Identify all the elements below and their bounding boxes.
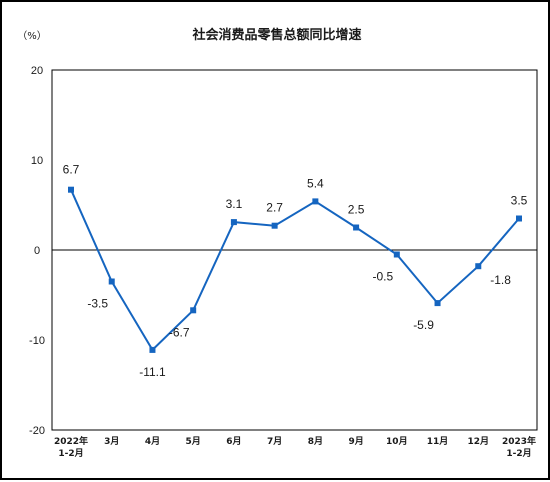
data-label: 3.5 — [511, 194, 528, 208]
x-tick-label: 2022年 1-2月 — [54, 435, 88, 459]
data-point-marker — [108, 278, 115, 285]
y-unit-label: （%） — [17, 30, 47, 42]
data-point-marker — [393, 251, 400, 258]
data-label: 2.5 — [348, 203, 365, 217]
x-tick-label: 12月 — [468, 436, 490, 447]
x-tick-line: 1-2月 — [506, 448, 531, 459]
x-tick-label: 8月 — [308, 436, 323, 447]
y-tick-label: 0 — [34, 245, 40, 257]
data-point-marker — [68, 186, 74, 193]
x-tick-label: 10月 — [386, 436, 408, 447]
x-tick-line: 6月 — [226, 436, 241, 447]
x-tick-line: 10月 — [386, 436, 408, 447]
x-tick-line: 2023年 — [502, 435, 536, 447]
data-label: 2.7 — [266, 201, 283, 215]
data-point-marker — [475, 263, 482, 270]
x-tick-label: 2023年 1-2月 — [502, 435, 536, 459]
x-tick-line: 7月 — [267, 436, 282, 447]
series-markers — [68, 186, 522, 353]
x-tick-line: 9月 — [348, 436, 363, 447]
y-axis-ticks: 20 10 0 -10 -20 — [29, 65, 45, 437]
data-label: -0.5 — [372, 270, 393, 284]
x-tick-line: 2022年 — [54, 435, 88, 447]
data-label: -5.9 — [413, 318, 434, 332]
data-label: 5.4 — [307, 176, 324, 190]
x-tick-line: 3月 — [104, 436, 119, 447]
chart-title: 社会消费品零售总额同比增速 — [191, 27, 361, 43]
data-label: -6.7 — [169, 325, 190, 339]
x-tick-label: 9月 — [348, 436, 363, 447]
data-label: -3.5 — [87, 297, 108, 311]
data-label: -11.1 — [139, 365, 166, 379]
data-point-marker — [190, 307, 197, 314]
x-tick-label: 4月 — [145, 436, 160, 447]
x-tick-line: 4月 — [145, 436, 160, 447]
x-tick-label: 5月 — [186, 436, 201, 447]
y-tick-label: -10 — [29, 335, 45, 347]
data-label: -1.8 — [490, 273, 511, 287]
x-tick-line: 11月 — [427, 436, 449, 447]
x-tick-label: 11月 — [427, 436, 449, 447]
x-tick-line: 8月 — [308, 436, 323, 447]
x-tick-line: 12月 — [468, 436, 490, 447]
data-point-marker — [312, 198, 319, 205]
y-tick-label: 20 — [31, 65, 43, 77]
data-point-marker — [516, 215, 522, 222]
x-tick-line: 5月 — [186, 436, 201, 447]
data-label: 6.7 — [63, 163, 80, 177]
data-point-marker — [230, 219, 237, 226]
data-point-marker — [271, 222, 278, 229]
x-tick-label: 3月 — [104, 436, 119, 447]
y-tick-label: 10 — [31, 155, 43, 167]
data-point-marker — [434, 300, 441, 307]
data-point-marker — [149, 346, 156, 353]
series-line — [70, 189, 520, 352]
x-tick-label: 6月 — [226, 436, 241, 447]
data-labels: 6.7 -3.5 -11.1 -6.7 3.1 2.7 5.4 2.5 -0.5 -5.9 -1.8… — [63, 163, 528, 379]
data-label: 3.1 — [226, 197, 243, 211]
y-tick-label: -20 — [29, 425, 45, 437]
data-point-marker — [353, 224, 360, 231]
x-tick-line: 1-2月 — [58, 448, 83, 459]
x-tick-label: 7月 — [267, 436, 282, 447]
